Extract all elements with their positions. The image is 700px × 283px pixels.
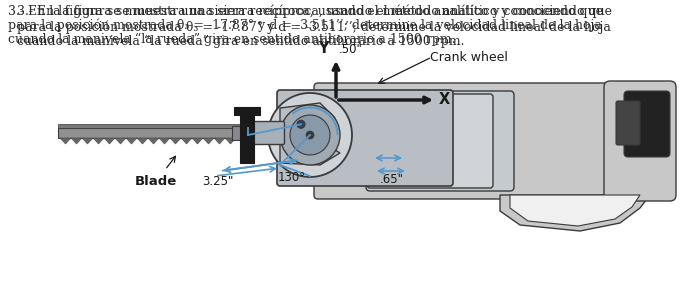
Text: .65": .65" bbox=[380, 173, 404, 186]
Polygon shape bbox=[214, 138, 225, 144]
Polygon shape bbox=[192, 138, 203, 144]
Text: .50": .50" bbox=[339, 43, 363, 56]
Text: Y: Y bbox=[318, 41, 329, 56]
Circle shape bbox=[268, 93, 352, 177]
FancyBboxPatch shape bbox=[604, 81, 676, 201]
Polygon shape bbox=[225, 138, 236, 144]
Polygon shape bbox=[510, 195, 640, 226]
Text: para la posición mostrada θ₃ = -17.87° y d = -3.511’’; determine la velocidad li: para la posición mostrada θ₃ = -17.87° y… bbox=[18, 20, 611, 33]
Polygon shape bbox=[280, 103, 335, 135]
Bar bbox=[58, 124, 253, 128]
FancyBboxPatch shape bbox=[277, 90, 453, 186]
Text: X: X bbox=[439, 93, 450, 108]
FancyBboxPatch shape bbox=[367, 94, 493, 188]
FancyBboxPatch shape bbox=[616, 101, 640, 145]
Circle shape bbox=[306, 131, 314, 139]
Polygon shape bbox=[93, 138, 104, 144]
Polygon shape bbox=[71, 138, 82, 144]
Bar bbox=[240, 111, 254, 163]
Text: 3.25": 3.25" bbox=[202, 175, 234, 188]
Polygon shape bbox=[104, 138, 115, 144]
Text: 130°: 130° bbox=[278, 171, 306, 184]
Text: cuando la manivela “la rueda” gira en sentido antihorario a 1500 rpm.: cuando la manivela “la rueda” gira en se… bbox=[18, 35, 465, 48]
Text: cuando la manivela “la rueda” gira en sentido antihorario a 1500 rpm.: cuando la manivela “la rueda” gira en se… bbox=[8, 33, 456, 46]
Polygon shape bbox=[181, 138, 192, 144]
FancyBboxPatch shape bbox=[244, 121, 284, 145]
Polygon shape bbox=[280, 135, 340, 165]
FancyBboxPatch shape bbox=[366, 91, 514, 191]
Text: Crank wheel: Crank wheel bbox=[430, 51, 508, 64]
Polygon shape bbox=[170, 138, 181, 144]
Polygon shape bbox=[60, 138, 71, 144]
Circle shape bbox=[280, 105, 340, 165]
Text: Blade: Blade bbox=[135, 175, 177, 188]
Polygon shape bbox=[137, 138, 148, 144]
Circle shape bbox=[297, 120, 305, 128]
FancyBboxPatch shape bbox=[624, 91, 670, 157]
Polygon shape bbox=[148, 138, 159, 144]
Polygon shape bbox=[126, 138, 137, 144]
Bar bbox=[234, 107, 260, 115]
Polygon shape bbox=[115, 138, 126, 144]
Polygon shape bbox=[159, 138, 170, 144]
Text: para la posición mostrada θ₃ = -17.87° y d = -3.511’’; determine la velocidad li: para la posición mostrada θ₃ = -17.87° y… bbox=[8, 19, 602, 33]
Circle shape bbox=[290, 115, 330, 155]
Bar bbox=[58, 128, 253, 138]
Polygon shape bbox=[203, 138, 214, 144]
Polygon shape bbox=[82, 138, 93, 144]
Text: 3.- En la figura se muestra una sierra recíproca, usando el método analítico y c: 3.- En la figura se muestra una sierra r… bbox=[18, 5, 612, 18]
FancyBboxPatch shape bbox=[314, 83, 674, 199]
Text: 3.- En la figura se muestra una sierra recíproca, usando el método analítico y c: 3.- En la figura se muestra una sierra r… bbox=[8, 5, 603, 18]
Bar bbox=[232, 126, 250, 140]
Polygon shape bbox=[500, 195, 650, 231]
